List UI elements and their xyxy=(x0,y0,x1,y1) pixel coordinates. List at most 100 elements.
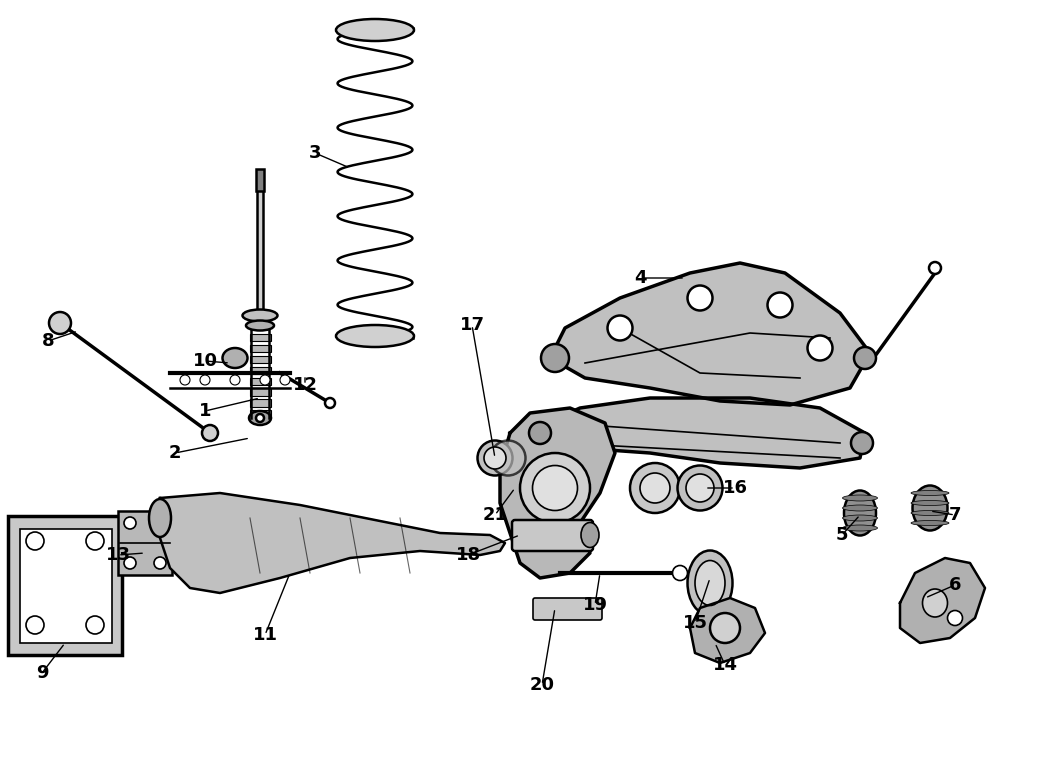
Ellipse shape xyxy=(768,293,793,317)
Text: 15: 15 xyxy=(683,614,708,632)
Ellipse shape xyxy=(26,616,44,634)
Ellipse shape xyxy=(477,441,513,475)
Ellipse shape xyxy=(336,19,414,41)
Ellipse shape xyxy=(336,325,414,347)
Ellipse shape xyxy=(843,525,877,531)
Ellipse shape xyxy=(325,398,334,408)
Text: 9: 9 xyxy=(35,664,48,682)
Ellipse shape xyxy=(520,453,590,523)
FancyBboxPatch shape xyxy=(20,529,111,643)
Ellipse shape xyxy=(688,550,733,615)
Ellipse shape xyxy=(154,517,166,529)
Polygon shape xyxy=(535,398,865,468)
Ellipse shape xyxy=(947,611,963,626)
Polygon shape xyxy=(249,410,271,418)
Ellipse shape xyxy=(607,316,632,341)
Polygon shape xyxy=(500,408,615,578)
Ellipse shape xyxy=(86,616,104,634)
Text: 17: 17 xyxy=(460,316,485,334)
Text: 10: 10 xyxy=(193,352,218,370)
Ellipse shape xyxy=(922,589,947,617)
Ellipse shape xyxy=(280,375,290,385)
Ellipse shape xyxy=(808,335,833,360)
Ellipse shape xyxy=(913,485,947,531)
FancyBboxPatch shape xyxy=(118,511,172,575)
Polygon shape xyxy=(690,598,765,663)
Polygon shape xyxy=(249,355,271,363)
Text: 19: 19 xyxy=(582,596,607,614)
Ellipse shape xyxy=(929,262,941,274)
Polygon shape xyxy=(249,366,271,374)
Text: 16: 16 xyxy=(722,479,747,497)
Polygon shape xyxy=(249,377,271,385)
Ellipse shape xyxy=(154,557,166,569)
Text: 7: 7 xyxy=(949,506,962,524)
Ellipse shape xyxy=(49,312,71,334)
Ellipse shape xyxy=(686,474,714,502)
Ellipse shape xyxy=(851,432,873,454)
Ellipse shape xyxy=(529,422,551,444)
Ellipse shape xyxy=(223,348,248,368)
Text: 11: 11 xyxy=(252,626,277,644)
Text: 21: 21 xyxy=(482,506,507,524)
Ellipse shape xyxy=(844,490,876,536)
Ellipse shape xyxy=(541,344,569,372)
Ellipse shape xyxy=(695,561,725,605)
FancyBboxPatch shape xyxy=(534,598,602,620)
FancyBboxPatch shape xyxy=(8,516,122,655)
Text: 3: 3 xyxy=(308,144,321,162)
Polygon shape xyxy=(550,263,870,405)
Ellipse shape xyxy=(200,375,210,385)
Ellipse shape xyxy=(672,565,688,580)
Ellipse shape xyxy=(149,499,171,537)
Text: 8: 8 xyxy=(42,332,54,350)
Polygon shape xyxy=(249,399,271,407)
Ellipse shape xyxy=(854,347,876,369)
Ellipse shape xyxy=(483,447,506,469)
Ellipse shape xyxy=(640,473,670,503)
Ellipse shape xyxy=(491,441,525,475)
Ellipse shape xyxy=(843,515,877,521)
Text: 2: 2 xyxy=(169,444,181,462)
Ellipse shape xyxy=(630,463,680,513)
Ellipse shape xyxy=(532,466,577,511)
Ellipse shape xyxy=(246,320,274,330)
Text: 12: 12 xyxy=(293,376,318,394)
Ellipse shape xyxy=(124,517,137,529)
Ellipse shape xyxy=(260,375,270,385)
Text: 14: 14 xyxy=(713,656,738,674)
Polygon shape xyxy=(257,183,263,320)
Text: 4: 4 xyxy=(634,269,646,287)
Ellipse shape xyxy=(911,500,949,506)
Ellipse shape xyxy=(843,505,877,511)
Ellipse shape xyxy=(256,414,264,422)
Ellipse shape xyxy=(581,522,599,547)
Ellipse shape xyxy=(911,511,949,515)
Ellipse shape xyxy=(230,375,240,385)
Ellipse shape xyxy=(202,425,218,441)
Text: 1: 1 xyxy=(199,402,212,420)
FancyBboxPatch shape xyxy=(512,520,593,551)
Ellipse shape xyxy=(911,521,949,525)
Text: 13: 13 xyxy=(105,546,130,564)
Polygon shape xyxy=(249,334,271,341)
Ellipse shape xyxy=(243,309,277,322)
Text: 18: 18 xyxy=(455,546,480,564)
Polygon shape xyxy=(160,493,505,593)
Ellipse shape xyxy=(677,466,722,511)
Text: 5: 5 xyxy=(836,526,848,544)
Ellipse shape xyxy=(249,411,271,425)
Ellipse shape xyxy=(843,495,877,501)
Ellipse shape xyxy=(180,375,190,385)
Bar xyxy=(256,169,264,191)
Ellipse shape xyxy=(26,532,44,550)
Polygon shape xyxy=(249,345,271,352)
Text: 20: 20 xyxy=(529,676,554,694)
Ellipse shape xyxy=(688,286,713,311)
Text: 6: 6 xyxy=(949,576,962,594)
Ellipse shape xyxy=(911,490,949,496)
Ellipse shape xyxy=(124,557,137,569)
Polygon shape xyxy=(900,558,985,643)
Ellipse shape xyxy=(710,613,740,643)
Polygon shape xyxy=(249,388,271,396)
